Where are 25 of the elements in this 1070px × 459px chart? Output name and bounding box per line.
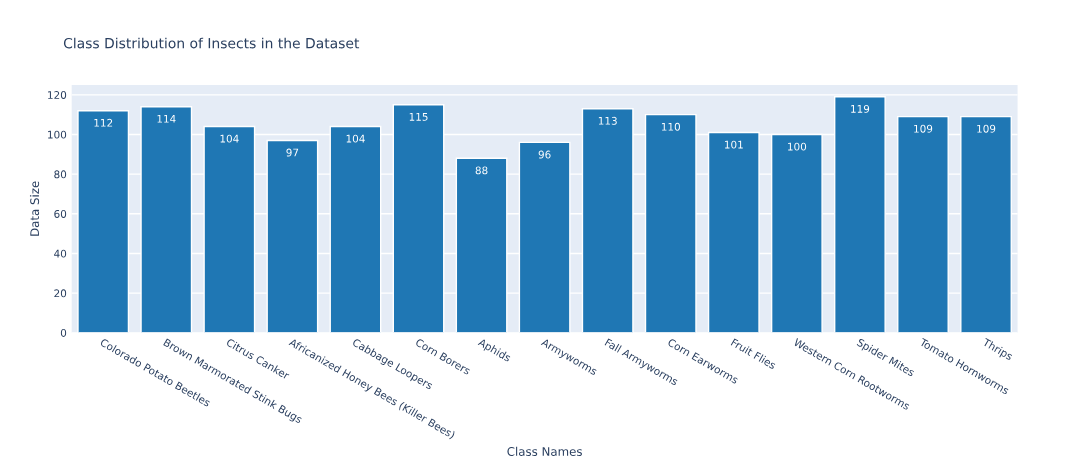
- data-label: 100: [788, 142, 807, 151]
- data-label: 112: [94, 118, 113, 127]
- y-tick-label: 20: [54, 289, 67, 298]
- data-label: 104: [346, 134, 365, 143]
- data-label: 101: [725, 140, 743, 149]
- data-label: 104: [220, 134, 239, 143]
- data-label: 119: [851, 104, 870, 113]
- data-label: 109: [914, 124, 933, 133]
- y-tick-label: 120: [48, 91, 67, 99]
- y-axis-title: Data Size: [29, 181, 40, 236]
- data-label: 88: [475, 166, 488, 175]
- y-tick-label: 80: [54, 170, 67, 179]
- data-label: 114: [157, 115, 176, 123]
- y-tick-label: 100: [48, 130, 67, 139]
- y-tick-label: 60: [54, 210, 67, 218]
- y-tick-label: 40: [54, 249, 67, 258]
- data-label: 113: [598, 116, 617, 125]
- x-axis-title: Class Names: [507, 446, 582, 456]
- chart-title: Class Distribution of Insects in the Dataset: [63, 37, 360, 49]
- data-label: 96: [538, 150, 551, 159]
- data-label: 97: [286, 148, 299, 157]
- data-label: 115: [409, 113, 428, 121]
- data-label: 109: [977, 124, 996, 133]
- data-label: 110: [661, 122, 680, 131]
- y-tick-label: 0: [60, 329, 67, 337]
